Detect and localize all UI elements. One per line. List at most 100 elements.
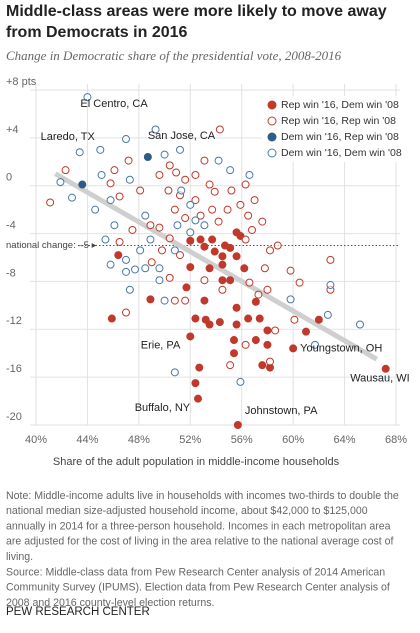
point [186,263,195,272]
point [263,326,272,335]
point [227,186,236,195]
point [115,237,124,246]
point [218,260,227,269]
note-line: annually in 2014 for a three-person hous… [6,520,391,532]
point [251,297,260,306]
point [83,93,92,102]
point [266,246,274,255]
x-tick-label: 48% [128,434,150,446]
chart-title: Middle-class areas were more likely to m… [6,3,387,20]
point [263,285,272,294]
point [186,200,195,209]
point [191,170,200,179]
point [200,276,209,285]
point [141,264,150,273]
point [176,251,184,260]
point [254,290,263,299]
point [258,217,267,226]
point [122,267,130,276]
point [91,205,100,214]
note-line: Source: Middle-class data from Pew Resea… [6,566,385,578]
point [170,205,179,214]
point [251,336,260,345]
point [210,187,219,196]
point [122,135,130,144]
point [230,349,238,358]
point [143,153,152,161]
point [170,368,179,377]
point [164,186,173,195]
point [232,303,241,312]
x-tick-label: 52% [179,434,201,446]
point [226,276,235,285]
point [75,148,84,157]
y-tick-label: -12 [6,315,22,327]
point [326,281,335,290]
point [186,236,195,245]
point [146,295,155,304]
point [241,180,250,189]
note-line: Community Survey (IPUMS). Election data … [6,582,390,594]
legend-marker [267,148,277,158]
point [56,178,65,187]
point [181,175,190,184]
legend-label: Rep win '16, Rep win '08 [281,115,396,127]
annotation: El Centro, CA [80,98,148,110]
point [218,252,227,261]
y-tick-label: +8 pts [6,76,37,88]
point [115,192,124,201]
point [125,175,134,184]
point [165,273,174,282]
point [271,326,280,335]
point [236,377,245,386]
point [165,161,174,170]
point [124,156,133,165]
point [302,327,310,336]
point [170,246,179,255]
point [97,170,106,179]
annotation: Wausau, WI [350,373,410,385]
point [181,296,190,305]
annotation: Youngstown, OH [300,342,382,354]
trend-line [54,171,378,362]
point [122,255,130,264]
point [223,205,232,214]
point [214,156,223,165]
point [215,125,224,134]
point [263,340,272,349]
point [205,180,214,189]
point [160,296,169,305]
annotation: Erie, PA [141,339,181,351]
point [151,125,160,134]
point [244,211,253,220]
point [248,225,256,234]
point [326,255,335,264]
point [295,278,304,287]
point [205,264,214,273]
point [200,242,209,251]
point [125,285,134,294]
point [311,340,319,349]
annotation: Laredo, TX [41,131,96,143]
point [106,179,115,188]
point [106,260,115,269]
point [160,150,169,159]
point [68,193,76,202]
point [241,340,250,349]
point [177,186,186,195]
point [101,235,110,244]
point [78,180,87,189]
footer: PEW RESEARCH CENTER [6,606,150,618]
point [226,361,235,370]
point [191,196,200,205]
point [176,145,184,154]
point [136,186,145,195]
y-tick-label: 0 [6,172,12,184]
note-line: 2008 and 2016 county-level election retu… [6,597,214,609]
note-line: Note: Middle-income adults live in house… [6,490,399,502]
point [195,363,204,372]
x-tick-label: 68% [385,434,407,446]
point [172,168,181,177]
y-tick-label: -4 [6,219,16,231]
